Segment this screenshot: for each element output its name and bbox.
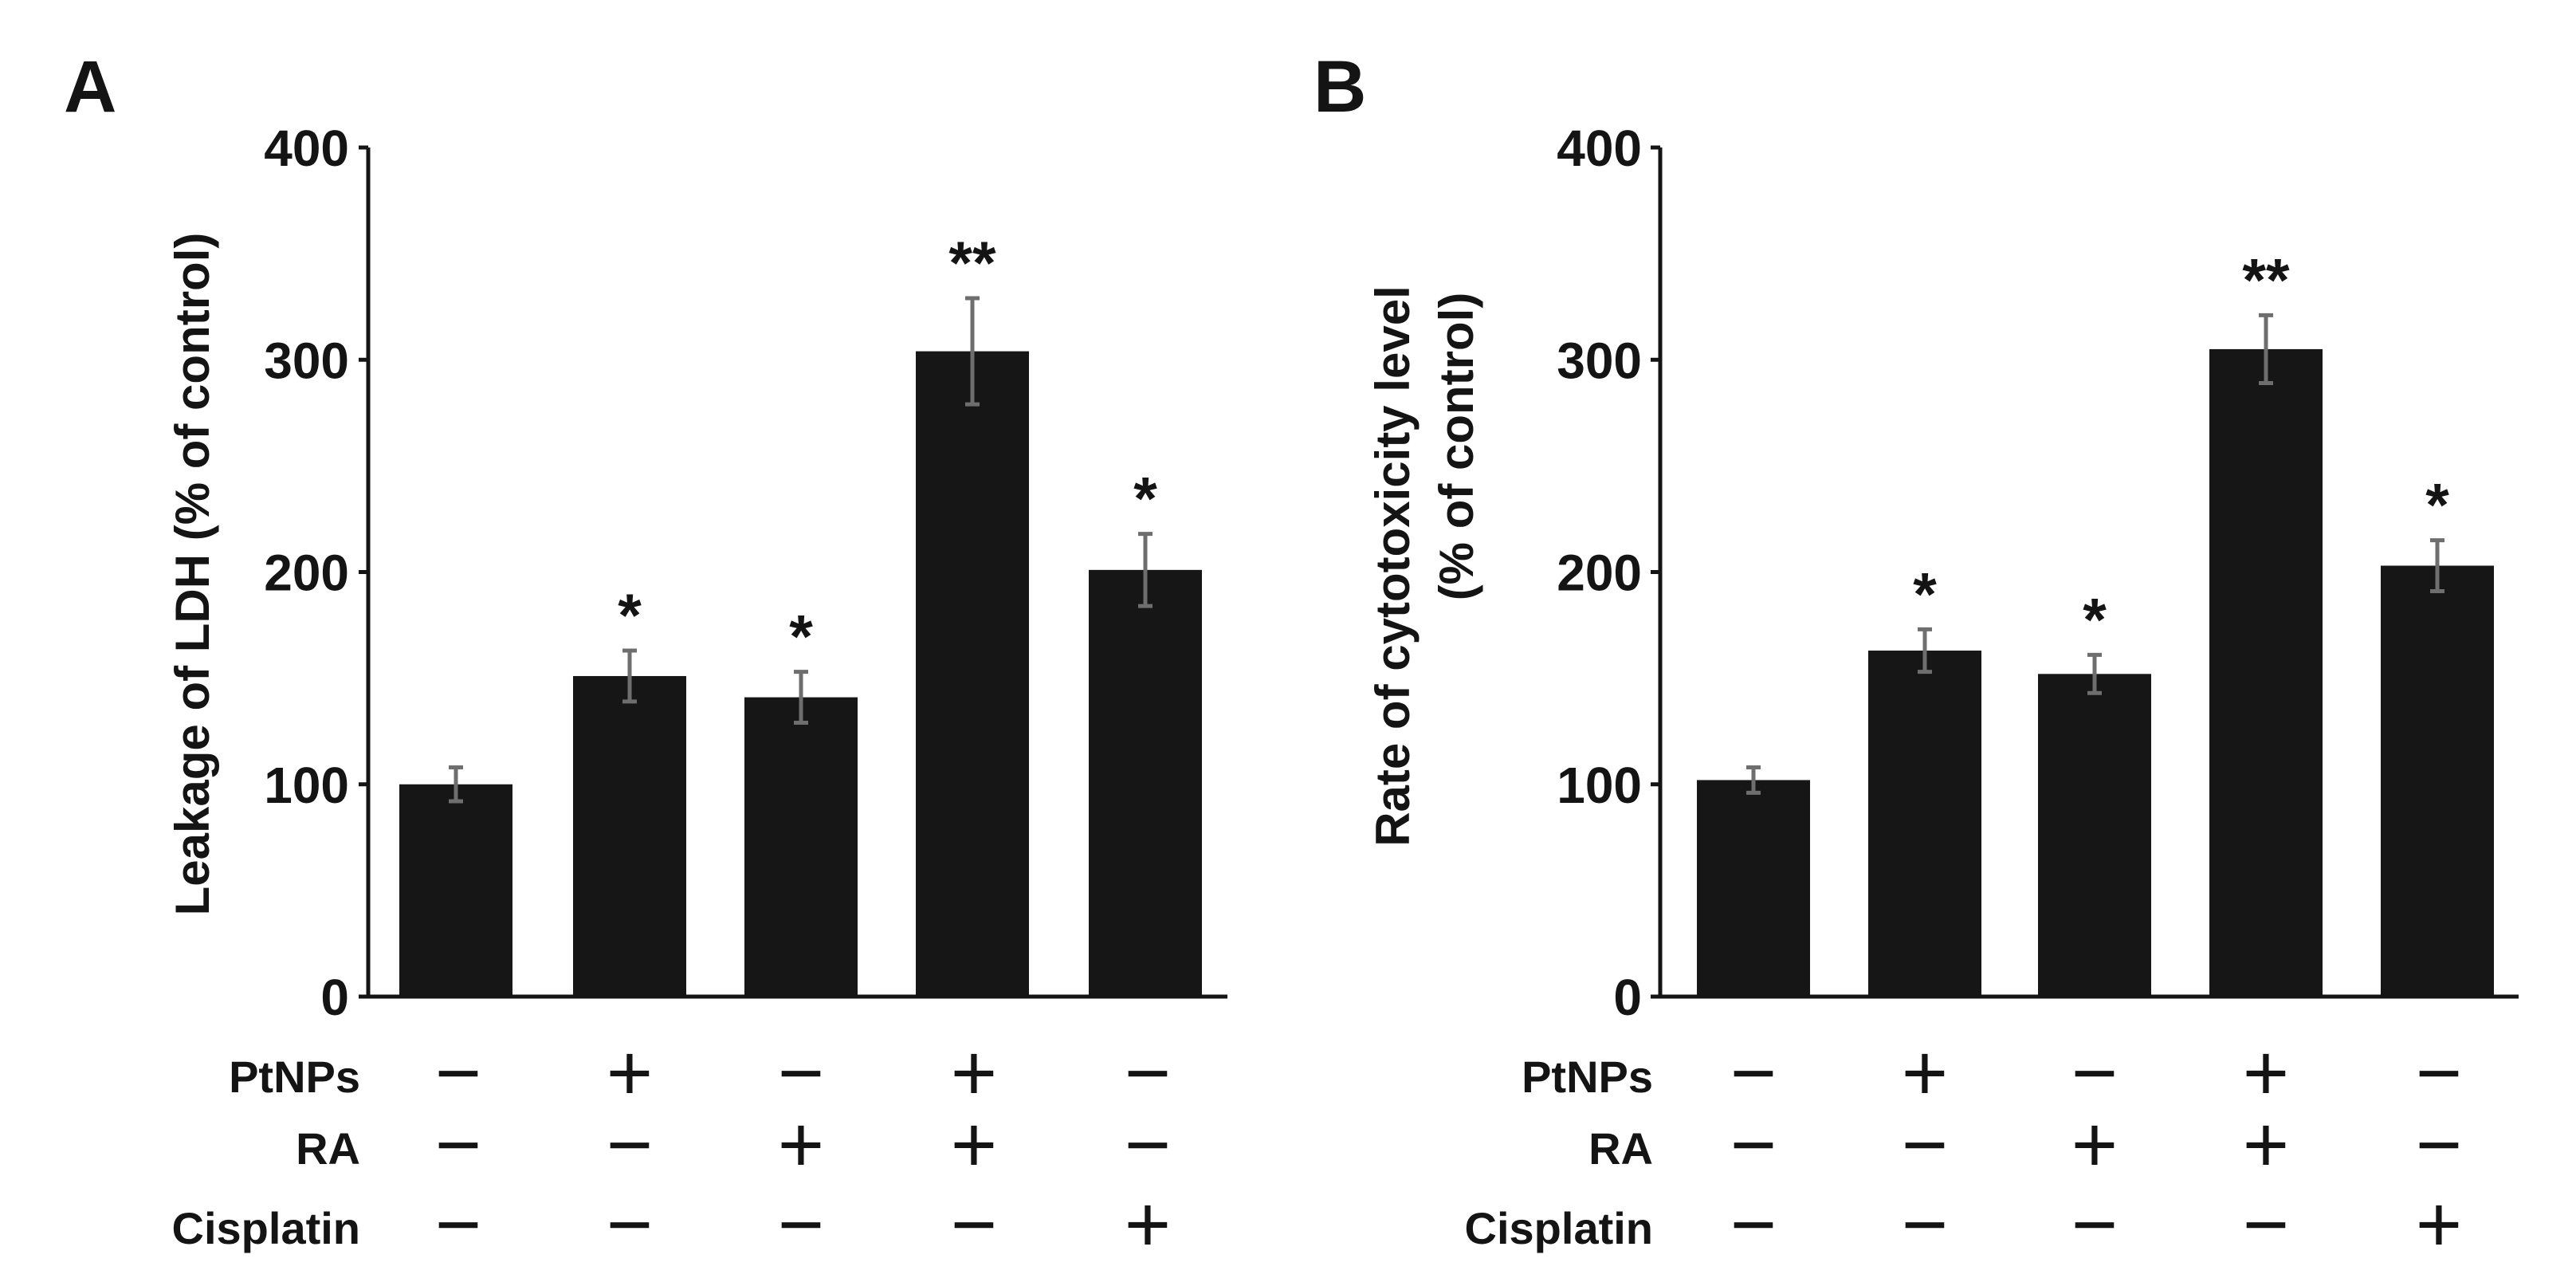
panel-b-treatment-ra-5: − xyxy=(2416,1100,2462,1190)
panel-b-bar-3 xyxy=(2038,674,2151,997)
panel-b-error-bar-2 xyxy=(1918,627,1932,674)
panel-b-y-tick-label-400: 400 xyxy=(1557,120,1642,177)
panel-a-y-tick-label-300: 300 xyxy=(264,332,349,389)
panel-a-significance-5: * xyxy=(1133,466,1157,533)
panel-b-treatment-cisplatin-5: + xyxy=(2416,1180,2462,1269)
panel-a-error-bar-2 xyxy=(622,648,637,704)
panel-a-bar-5 xyxy=(1089,569,1202,997)
panel-a-error-bar-5 xyxy=(1138,532,1153,608)
panel-a-y-tick-label-200: 200 xyxy=(264,545,349,602)
panel-a-y-axis-label: Leakage of LDH (% of control) xyxy=(166,233,219,916)
panel-a-y-tick-label-400: 400 xyxy=(264,120,349,177)
panel-b-treatment-ra-3: + xyxy=(2071,1100,2118,1190)
panel-b-treatment-ptnps-4: + xyxy=(2243,1028,2289,1118)
panel-b-significance-3: * xyxy=(2083,586,2107,654)
panel-a-bar-4 xyxy=(916,351,1029,997)
panel-b-significance-5: * xyxy=(2425,472,2449,540)
panel-b-bar-5 xyxy=(2381,565,2494,997)
panel-b-y-tick-label-100: 100 xyxy=(1557,757,1642,814)
panel-b-letter: B xyxy=(1314,46,1366,128)
panel-a-y-tick-label-100: 100 xyxy=(264,757,349,814)
panel-b: B Rate of cytotoxicity level (% of contr… xyxy=(1314,46,2519,1269)
panel-b-error-bar-5 xyxy=(2430,538,2444,593)
panel-a-treatment-label-ptnps: PtNPs xyxy=(229,1052,360,1102)
panel-a-treatment-cisplatin-2: − xyxy=(607,1180,653,1269)
panel-b-y-axis-label-line-1: Rate of cytotoxicity level xyxy=(1366,285,1420,847)
panel-b-treatment-label-ptnps: PtNPs xyxy=(1522,1052,1653,1102)
panel-b-treatment-ptnps-1: − xyxy=(1730,1028,1777,1118)
panel-a-bar-3 xyxy=(744,697,858,997)
panel-a-treatment-label-ra: RA xyxy=(296,1123,360,1174)
panel-b-significance-2: * xyxy=(1913,560,1937,628)
panel-b-significance-4: ** xyxy=(2242,246,2290,314)
panel-a-treatment-ra-2: − xyxy=(607,1100,653,1190)
panel-a-treatment-cisplatin-3: − xyxy=(778,1180,824,1269)
panel-b-y-tick-label-0: 0 xyxy=(1613,969,1642,1026)
panel-b-treatment-ptnps-5: − xyxy=(2416,1028,2462,1118)
panel-b-treatment-label-ra: RA xyxy=(1588,1123,1653,1174)
panel-a-treatment-ptnps-2: + xyxy=(607,1028,653,1118)
panel-a-treatment-cisplatin-1: − xyxy=(435,1180,481,1269)
panel-b-treatment-cisplatin-4: − xyxy=(2243,1180,2289,1269)
panel-a-treatment-ra-4: + xyxy=(951,1100,997,1190)
panel-a: A Leakage of LDH (% of control) * ****010… xyxy=(64,46,1227,1269)
panel-a-treatment-ptnps-1: − xyxy=(435,1028,481,1118)
panel-b-bar-4 xyxy=(2209,348,2323,997)
panel-a-treatment-cisplatin-5: + xyxy=(1125,1180,1171,1269)
panel-a-treatment-cisplatin-4: − xyxy=(951,1180,997,1269)
panel-a-error-bar-3 xyxy=(794,670,808,726)
panel-a-treatment-ra-1: − xyxy=(435,1100,481,1190)
panel-b-error-bar-1 xyxy=(1746,765,1761,795)
panel-a-treatment-label-cisplatin: Cisplatin xyxy=(172,1203,360,1253)
panel-b-error-bar-3 xyxy=(2087,652,2102,695)
panel-a-significance-2: * xyxy=(618,582,642,650)
panel-b-treatment-cisplatin-2: − xyxy=(1902,1180,1948,1269)
panel-b-treatment-ptnps-3: − xyxy=(2071,1028,2118,1118)
panel-a-treatment-ptnps-3: − xyxy=(778,1028,824,1118)
panel-b-y-axis-label-line-2: (% of control) xyxy=(1430,293,1483,601)
panel-a-y-tick-label-0: 0 xyxy=(320,969,349,1026)
panel-b-treatment-ptnps-2: + xyxy=(1902,1028,1948,1118)
panel-a-treatment-ptnps-5: − xyxy=(1125,1028,1171,1118)
panel-a-significance-3: * xyxy=(789,604,813,671)
panel-b-treatment-ra-1: − xyxy=(1730,1100,1777,1190)
panel-a-treatment-ptnps-4: + xyxy=(951,1028,997,1118)
panel-a-bar-1 xyxy=(399,784,512,997)
panel-b-treatment-ra-4: + xyxy=(2243,1100,2289,1190)
panel-b-treatment-cisplatin-3: − xyxy=(2071,1180,2118,1269)
panel-a-error-bar-4 xyxy=(965,296,980,407)
panel-a-letter: A xyxy=(64,46,116,128)
panel-b-y-tick-label-200: 200 xyxy=(1557,545,1642,602)
panel-b-treatment-ra-2: − xyxy=(1902,1100,1948,1190)
panel-a-error-bar-1 xyxy=(449,765,463,804)
panel-b-treatment-cisplatin-1: − xyxy=(1730,1180,1777,1269)
panel-b-treatment-label-cisplatin: Cisplatin xyxy=(1465,1203,1653,1253)
panel-a-treatment-ra-5: − xyxy=(1125,1100,1171,1190)
panel-a-treatment-ra-3: + xyxy=(778,1100,824,1190)
panel-a-significance-4: ** xyxy=(948,230,996,297)
panel-b-bar-2 xyxy=(1868,651,1981,997)
panel-b-error-bar-4 xyxy=(2259,313,2273,386)
panel-b-y-tick-label-300: 300 xyxy=(1557,332,1642,389)
panel-b-bar-1 xyxy=(1697,780,1810,997)
panel-a-bar-2 xyxy=(573,675,686,997)
